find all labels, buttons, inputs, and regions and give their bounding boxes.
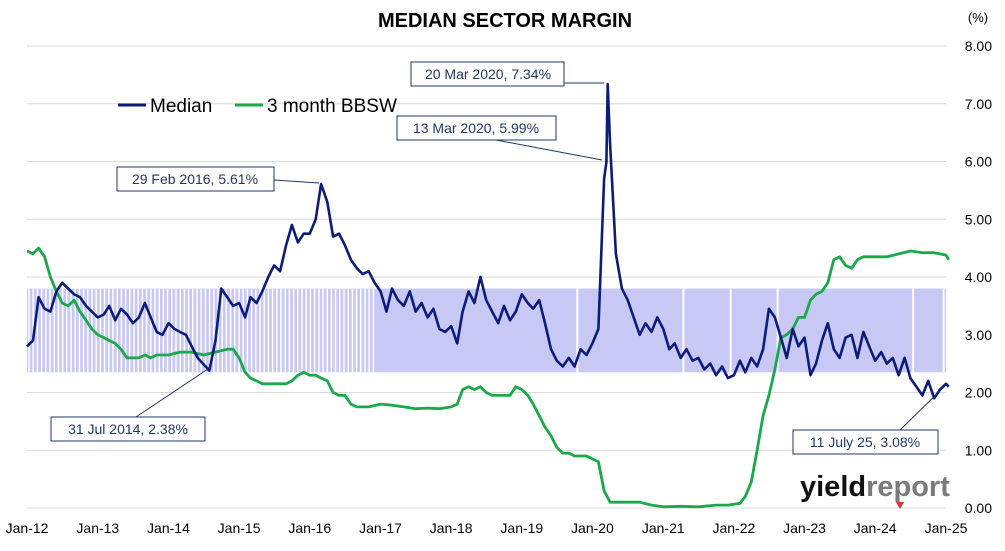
annotation-box (116, 166, 275, 192)
series-line-median (26, 82, 950, 400)
annotation-label: 31 Jul 2014, 2.38% (68, 421, 188, 437)
annotation-box (410, 61, 565, 87)
annotation-13-mar-2020: 13 Mar 2020, 5.99% (396, 115, 603, 161)
annotation-leader-line (899, 385, 946, 431)
annotation-label: 13 Mar 2020, 5.99% (413, 120, 539, 136)
x-tick-label: Jan-15 (218, 520, 261, 536)
x-tick-label: Jan-24 (854, 520, 897, 536)
chart-title: MEDIAN SECTOR MARGIN (378, 10, 632, 32)
annotation-31-jul-2014: 31 Jul 2014, 2.38% (50, 368, 209, 442)
y-tick-label: 1.00 (965, 442, 992, 458)
series-line-bbsw (26, 246, 950, 509)
x-tick-label: Jan-17 (359, 520, 402, 536)
logo-yield-text: yield (800, 471, 866, 503)
y-tick-label: 7.00 (965, 96, 992, 112)
x-tick-label: Jan-23 (783, 520, 826, 536)
y-tick-label: 0.00 (965, 500, 992, 516)
y-tick-label: 4.00 (965, 269, 992, 285)
annotation-box (792, 429, 939, 455)
logo-report-text: report (866, 471, 950, 503)
annotation-label: 11 July 25, 3.08% (810, 434, 920, 450)
y-tick-label: 2.00 (965, 385, 992, 401)
legend-label-median: Median (150, 96, 212, 117)
annotation-29-feb-2016: 29 Feb 2016, 5.61% (116, 166, 320, 192)
x-tick-label: Jan-21 (642, 520, 685, 536)
x-tick-label: Jan-20 (571, 520, 614, 536)
logo-marker-icon (896, 502, 904, 509)
x-tick-label: Jan-13 (76, 520, 119, 536)
x-tick-label: Jan-22 (713, 520, 756, 536)
y-tick-label: 5.00 (965, 211, 992, 227)
legend-label-bbsw: 3 month BBSW (267, 96, 397, 117)
legend: Median 3 month BBSW (118, 96, 397, 117)
annotation-label: 29 Feb 2016, 5.61% (132, 171, 258, 187)
series-layer (26, 82, 950, 509)
y-tick-label: 6.00 (965, 154, 992, 170)
x-tick-label: Jan-12 (6, 520, 49, 536)
svg-text:yieldreport: yieldreport (800, 471, 950, 503)
annotation-leader-line (135, 368, 209, 418)
annotation-11-july-25: 11 July 25, 3.08% (792, 385, 946, 455)
x-tick-label: Jan-19 (500, 520, 543, 536)
y-axis: 0.00 1.00 2.00 3.00 4.00 5.00 6.00 7.00 8.00 (965, 38, 992, 516)
y-unit-label: (%) (968, 10, 988, 25)
annotation-box (396, 115, 557, 141)
annotation-20-mar-2020: 20 Mar 2020, 7.34% (410, 61, 604, 87)
y-tick-label: 3.00 (965, 327, 992, 343)
annotation-box (50, 416, 206, 442)
x-tick-label: Jan-16 (288, 520, 331, 536)
x-axis: Jan-12 Jan-13 Jan-14 Jan-15 Jan-16 Jan-17 Jan-… (6, 520, 968, 536)
annotation-label: 20 Mar 2020, 7.34% (425, 66, 551, 82)
yieldreport-logo: yieldreport (800, 471, 950, 509)
x-tick-label: Jan-25 (925, 520, 968, 536)
y-tick-label: 8.00 (965, 38, 992, 54)
x-tick-label: Jan-18 (430, 520, 473, 536)
annotation-leader-line (495, 139, 603, 161)
annotation-leader-line (273, 179, 320, 184)
x-tick-label: Jan-14 (147, 520, 190, 536)
